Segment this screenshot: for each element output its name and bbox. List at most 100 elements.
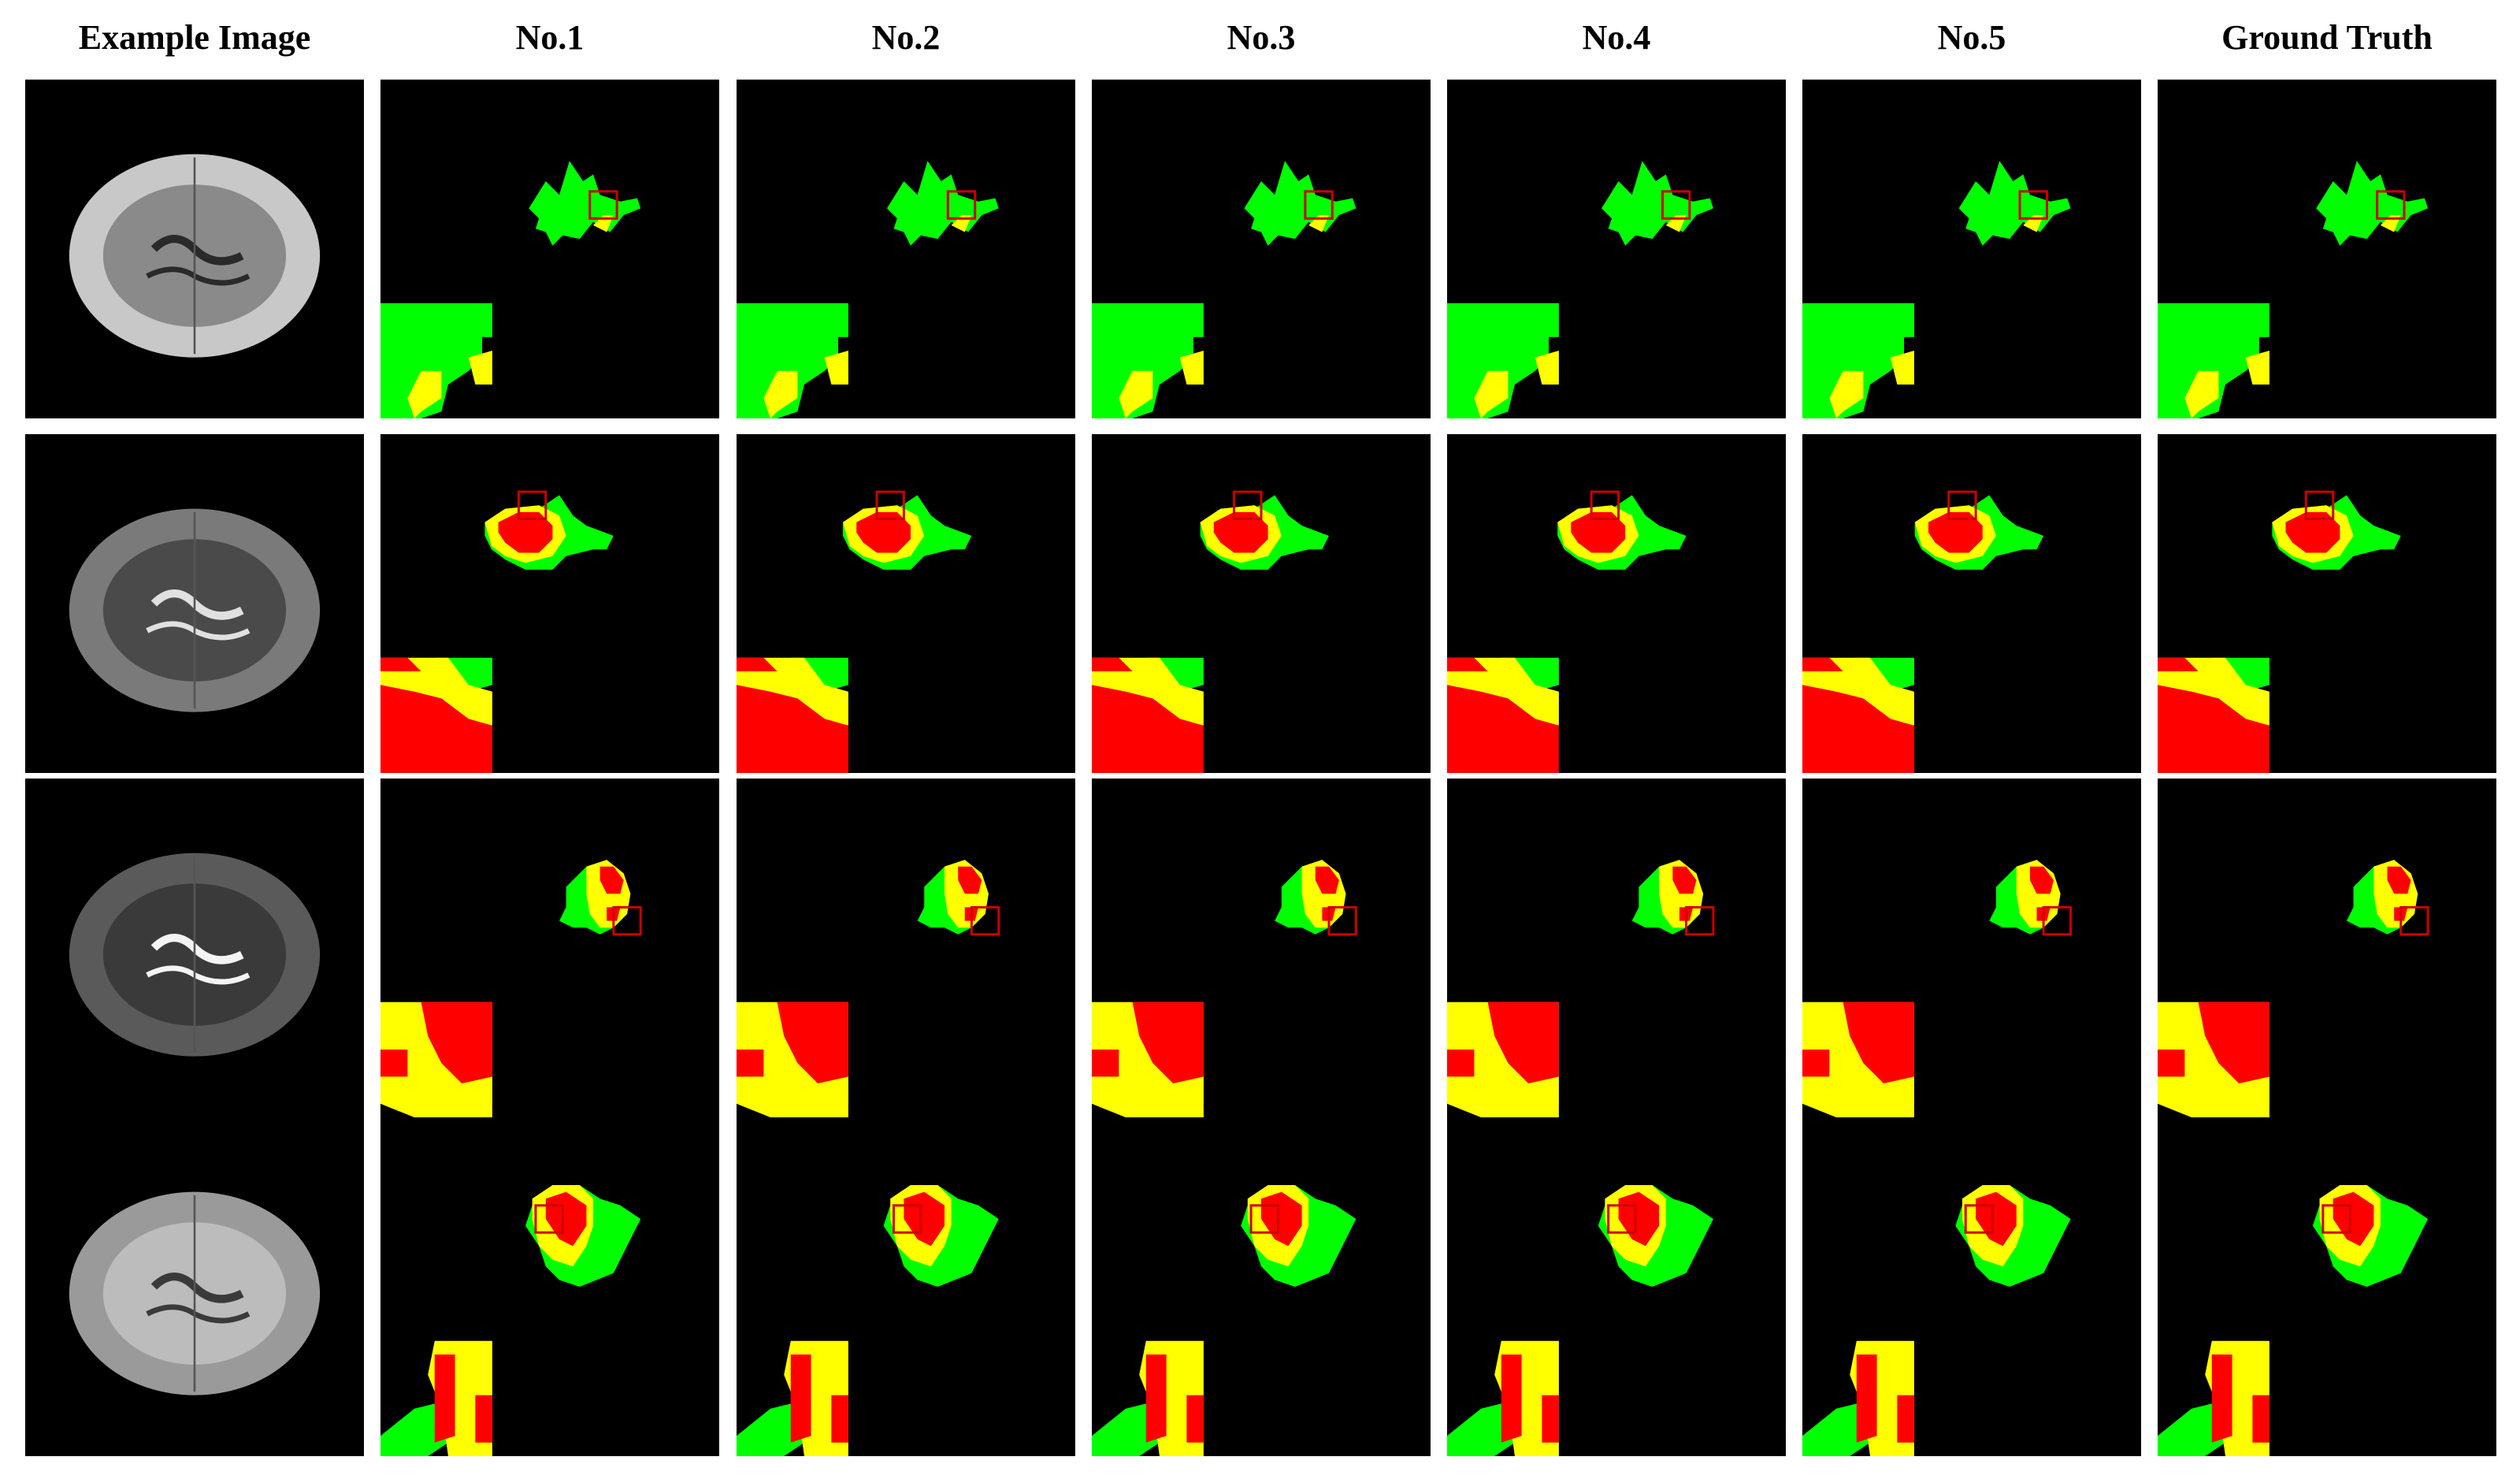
segmentation-map: [1447, 161, 1713, 418]
inset-necrotic: [1145, 1355, 1204, 1443]
zoom-box: [1249, 1204, 1280, 1234]
segmentation-tile-r1-c2: [737, 80, 1075, 418]
edema-region: [886, 161, 999, 246]
inset-edema: [1447, 1402, 1515, 1456]
zoom-inset: [2158, 303, 2269, 418]
example-image-row-1: [25, 80, 364, 418]
inset-necrotic: [1802, 1001, 1914, 1083]
segmentation-map: [1802, 161, 2071, 418]
inset-enhancing: [380, 657, 492, 726]
example-image-row-2: [25, 434, 364, 773]
tumour-mask: [1601, 161, 1713, 246]
zoom-inset: [1447, 1001, 1559, 1117]
zoom-inset: [380, 303, 492, 418]
inset-necrotic: [1447, 657, 1559, 773]
zoom-box: [588, 190, 618, 220]
segmentation-tile-r3-c1: [380, 779, 719, 1117]
inset-necrotic: [1447, 1001, 1559, 1083]
inset-necrotic: [434, 1355, 492, 1443]
inset-edema: [380, 303, 492, 418]
zoom-inset: [380, 1340, 492, 1456]
necrotic-region: [856, 511, 911, 553]
column-header-4: No.3: [1227, 18, 1296, 57]
mri-slice: [69, 853, 321, 1057]
segmentation-tile-r3-c2: [737, 779, 1075, 1117]
zoom-inset: [380, 657, 492, 773]
inset-necrotic: [1092, 1001, 1204, 1083]
tumour-mask: [1275, 860, 1357, 936]
zoom-inset: [1802, 657, 1914, 773]
zoom-box: [1590, 490, 1620, 521]
segmentation-map: [2158, 490, 2401, 773]
zoom-inset: [2158, 1340, 2269, 1456]
necrotic-region: [1571, 511, 1626, 553]
zoom-inset: [1802, 1001, 1914, 1117]
segmentation-map: [1092, 161, 1356, 418]
column-header-2: No.1: [515, 18, 585, 57]
edema-region: [2316, 161, 2429, 246]
mri-slice: [69, 1191, 321, 1395]
zoom-box: [2018, 190, 2048, 220]
zoom-inset: [380, 1001, 492, 1117]
zoom-box: [534, 1204, 564, 1234]
edema-region: [1958, 161, 2071, 246]
tumour-mask: [1955, 1185, 2071, 1287]
mri-slice: [69, 508, 321, 712]
segmentation-tile-r1-c3: [1092, 80, 1431, 418]
tumour-mask: [1200, 490, 1329, 570]
necrotic-region: [2285, 511, 2340, 553]
inset-necrotic: [1856, 1355, 1914, 1443]
necrotic-region: [498, 511, 553, 553]
tumour-mask: [525, 1185, 641, 1287]
zoom-box: [612, 905, 642, 936]
inset-enhancing: [407, 351, 492, 418]
inset-necrotic: [1092, 657, 1204, 773]
tumour-mask: [1958, 161, 2071, 246]
segmentation-tile-r3-c5: [1802, 779, 2141, 1117]
zoom-box: [2304, 490, 2335, 521]
inset-enhancing: [1119, 351, 1204, 418]
segmentation-map: [380, 860, 642, 1117]
edema-region: [1601, 161, 1713, 246]
tumour-mask: [1631, 860, 1715, 936]
segmentation-map: [2158, 161, 2429, 418]
zoom-inset: [1447, 1340, 1559, 1456]
zoom-box: [946, 190, 977, 220]
segmentation-map: [1092, 490, 1329, 773]
tumour-mask: [1598, 1185, 1713, 1287]
segmentation-tile-r2-c6: [2158, 434, 2496, 773]
zoom-box: [1685, 905, 1715, 936]
brain-slice: [69, 508, 321, 712]
segmentation-map: [737, 1185, 999, 1456]
tumour-mask: [1244, 161, 1356, 246]
inset-necrotic: [2211, 1355, 2269, 1443]
tumour-mask: [917, 860, 1000, 936]
example-image-row-3: [25, 779, 364, 1117]
inset-enhancing: [1092, 657, 1204, 726]
column-header-6: No.5: [1937, 18, 2006, 57]
zoom-box: [1233, 490, 1263, 521]
zoom-inset: [1447, 657, 1559, 773]
inset-enhancing: [763, 351, 848, 418]
segmentation-tile-r4-c2: [737, 1117, 1075, 1456]
zoom-box: [517, 490, 547, 521]
inset-edema: [1092, 303, 1204, 418]
segmentation-map: [1092, 1185, 1356, 1456]
tumour-mask: [1989, 860, 2073, 936]
inset-enhancing: [737, 657, 848, 726]
segmentation-map: [737, 161, 999, 418]
zoom-inset: [737, 1001, 848, 1117]
column-header-3: No.2: [871, 18, 941, 57]
inset-necrotic: [790, 1355, 848, 1443]
zoom-inset: [1447, 303, 1559, 418]
tumour-mask: [2346, 860, 2429, 936]
zoom-box: [970, 905, 1000, 936]
tumour-mask: [559, 860, 642, 936]
column-header-5: No.4: [1582, 18, 1651, 57]
inset-necrotic: [1501, 1355, 1559, 1443]
segmentation-map: [737, 860, 1000, 1117]
segmentation-tile-r4-c1: [380, 1117, 719, 1456]
segmentation-tile-r2-c4: [1447, 434, 1786, 773]
zoom-box: [2321, 1204, 2351, 1234]
brain-slice: [69, 853, 321, 1057]
